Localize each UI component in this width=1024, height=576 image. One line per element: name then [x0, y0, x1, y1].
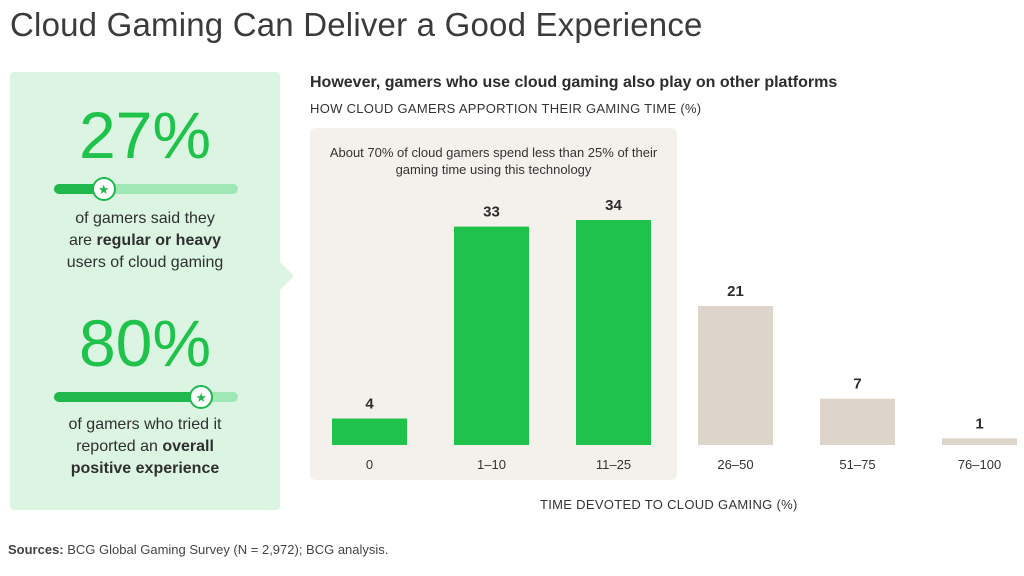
data-label: 4 — [365, 396, 374, 413]
x-tick-label: 51–75 — [839, 457, 875, 472]
stat-desc-line: users of cloud gaming — [66, 254, 224, 271]
stats-panel: 27% ★ of gamers said they are regular or… — [10, 72, 280, 510]
star-icon: ★ — [189, 385, 214, 409]
stat-description: of gamers said they are regular or heavy… — [10, 208, 280, 274]
stat-level-bar: ★ — [54, 177, 238, 201]
x-tick-label: 76–100 — [958, 457, 1001, 472]
chart-annotation: About 70% of cloud gamers spend less tha… — [329, 145, 658, 177]
bar-11–25 — [576, 220, 651, 445]
x-tick-label: 11–25 — [596, 457, 631, 472]
panel-pointer — [280, 262, 294, 290]
chart-subtitle: HOW CLOUD GAMERS APPORTION THEIR GAMING … — [310, 101, 702, 116]
star-icon: ★ — [91, 177, 116, 201]
data-label: 34 — [605, 197, 622, 214]
data-label: 7 — [853, 376, 861, 393]
x-axis-title: TIME DEVOTED TO CLOUD GAMING (%) — [540, 497, 798, 512]
stat-regular-users: 27% — [10, 102, 280, 168]
x-tick-label: 0 — [366, 457, 373, 472]
stat-desc-line: reported an — [76, 438, 163, 455]
stat-value: 80% — [78, 306, 212, 380]
data-label: 1 — [975, 415, 983, 432]
sources-note: Sources: BCG Global Gaming Survey (N = 2… — [8, 542, 388, 557]
data-label: 33 — [483, 204, 500, 221]
stat-description: of gamers who tried it reported an overa… — [10, 414, 280, 480]
sources-text: BCG Global Gaming Survey (N = 2,972); BC… — [63, 542, 389, 557]
bar-0 — [332, 418, 407, 445]
stat-level-fill — [54, 392, 202, 402]
stat-positive-experience: 80% — [10, 310, 280, 376]
bar-1–10 — [454, 226, 529, 445]
stat-value: 27% — [78, 98, 212, 172]
data-label: 21 — [727, 283, 744, 300]
chart-title: However, gamers who use cloud gaming als… — [310, 74, 838, 91]
page-title: Cloud Gaming Can Deliver a Good Experien… — [10, 6, 703, 43]
stat-level-bar: ★ — [54, 385, 238, 409]
bar-76–100 — [942, 438, 1017, 445]
bar-26–50 — [698, 306, 773, 445]
stat-desc-line: are — [68, 232, 97, 249]
stat-level-fill — [54, 184, 104, 194]
stat-desc-bold: overall — [162, 438, 214, 455]
stat-desc-bold: regular or heavy — [96, 232, 222, 249]
stat-desc-line: of gamers said they — [75, 210, 215, 227]
bar-51–75 — [820, 398, 895, 445]
sources-label: Sources: — [8, 542, 64, 557]
x-tick-label: 26–50 — [717, 457, 753, 472]
stat-desc-line: of gamers who tried it — [68, 416, 222, 433]
x-tick-label: 1–10 — [477, 457, 506, 472]
stat-desc-bold: positive experience — [70, 460, 220, 477]
